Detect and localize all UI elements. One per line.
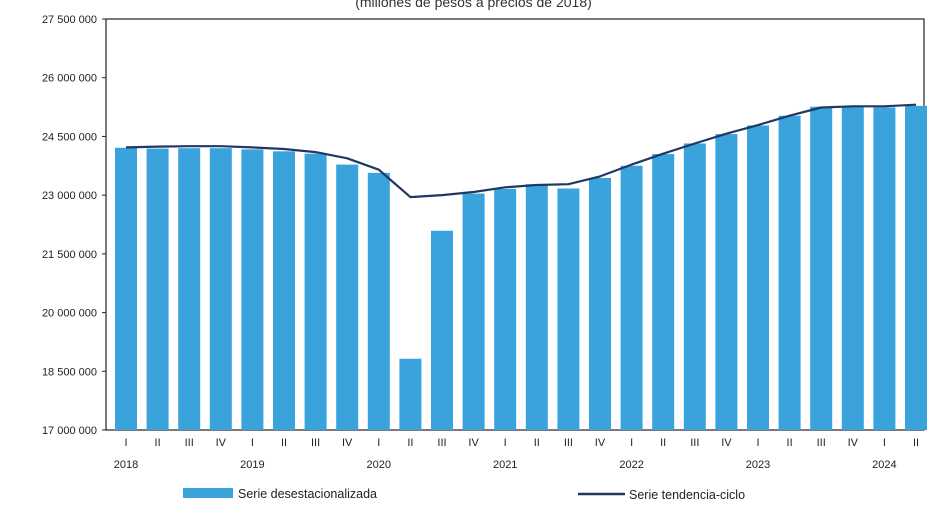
x-tick-label: III [564,437,573,449]
legend-swatch-bars [183,488,233,498]
chart-subtitle: (millones de pesos a precios de 2018) [355,0,592,10]
year-label: 2021 [493,459,517,471]
bar [620,165,643,431]
bar [209,148,232,430]
x-tick-label: III [437,437,446,449]
y-tick-label: 17 000 000 [42,425,97,437]
x-tick-label: II [913,437,919,449]
bar [905,105,927,430]
x-tick-label: III [690,437,699,449]
x-tick-label: I [630,437,633,449]
bar [683,143,706,430]
x-tick-label: IV [216,437,227,449]
bar [273,151,295,430]
x-tick-label: IV [342,437,353,449]
x-tick-label: I [504,437,507,449]
x-tick-label: III [185,437,194,449]
bar [715,134,738,430]
x-tick-label: IV [721,437,732,449]
x-tick-label: IV [595,437,606,449]
bar [399,358,422,430]
year-label: 2020 [367,459,391,471]
y-tick-label: 24 500 000 [42,131,97,143]
bar [178,148,201,430]
bar [304,153,327,430]
bar [146,148,169,430]
year-label: 2022 [619,459,643,471]
x-tick-label: I [124,437,127,449]
y-tick-label: 26 000 000 [42,73,97,85]
legend-label-bars: Serie desestacionalizada [238,487,377,501]
bar [589,177,611,430]
y-axis: 27 500 000 26 000 000 24 500 000 23 000 000… [42,14,106,437]
x-tick-label: II [787,437,793,449]
bar [810,106,833,431]
bar [841,107,864,431]
bar [431,230,453,430]
bar [367,172,390,430]
bar [115,147,137,430]
bar [241,149,264,431]
bar [494,188,517,430]
x-tick-label: II [155,437,161,449]
x-tick-label: II [407,437,413,449]
x-tick-label: I [251,437,254,449]
year-label: 2019 [240,459,264,471]
x-tick-label: II [281,437,287,449]
x-tick-label: I [756,437,759,449]
bar [557,188,580,430]
bar [525,184,548,430]
y-tick-label: 21 500 000 [42,249,97,261]
x-axis: I II III IV I II III IV I II III IV I II III IV I II III IV… [114,437,919,471]
x-tick-label: II [660,437,666,449]
x-tick-label: IV [468,437,479,449]
year-label: 2023 [746,459,770,471]
x-tick-label: III [817,437,826,449]
x-tick-label: II [534,437,540,449]
bar [336,164,359,430]
y-tick-label: 23 000 000 [42,190,97,202]
x-tick-label: III [311,437,320,449]
bar [747,125,769,431]
bar [778,115,801,430]
y-tick-label: 18 500 000 [42,366,97,378]
bar [652,154,675,431]
x-tick-label: IV [848,437,859,449]
trend-series [125,103,917,199]
x-tick-label: I [883,437,886,449]
x-tick-label: I [377,437,380,449]
trend-line [125,103,917,199]
y-tick-label: 27 500 000 [42,14,97,26]
y-tick-label: 20 000 000 [42,308,97,320]
legend-label-line: Serie tendencia-ciclo [629,488,745,502]
legend: Serie desestacionalizada Serie tendencia… [183,487,745,502]
year-label: 2018 [114,459,138,471]
bar [462,193,485,430]
year-label: 2024 [872,459,896,471]
bar [873,107,896,430]
bar-series [115,105,927,431]
